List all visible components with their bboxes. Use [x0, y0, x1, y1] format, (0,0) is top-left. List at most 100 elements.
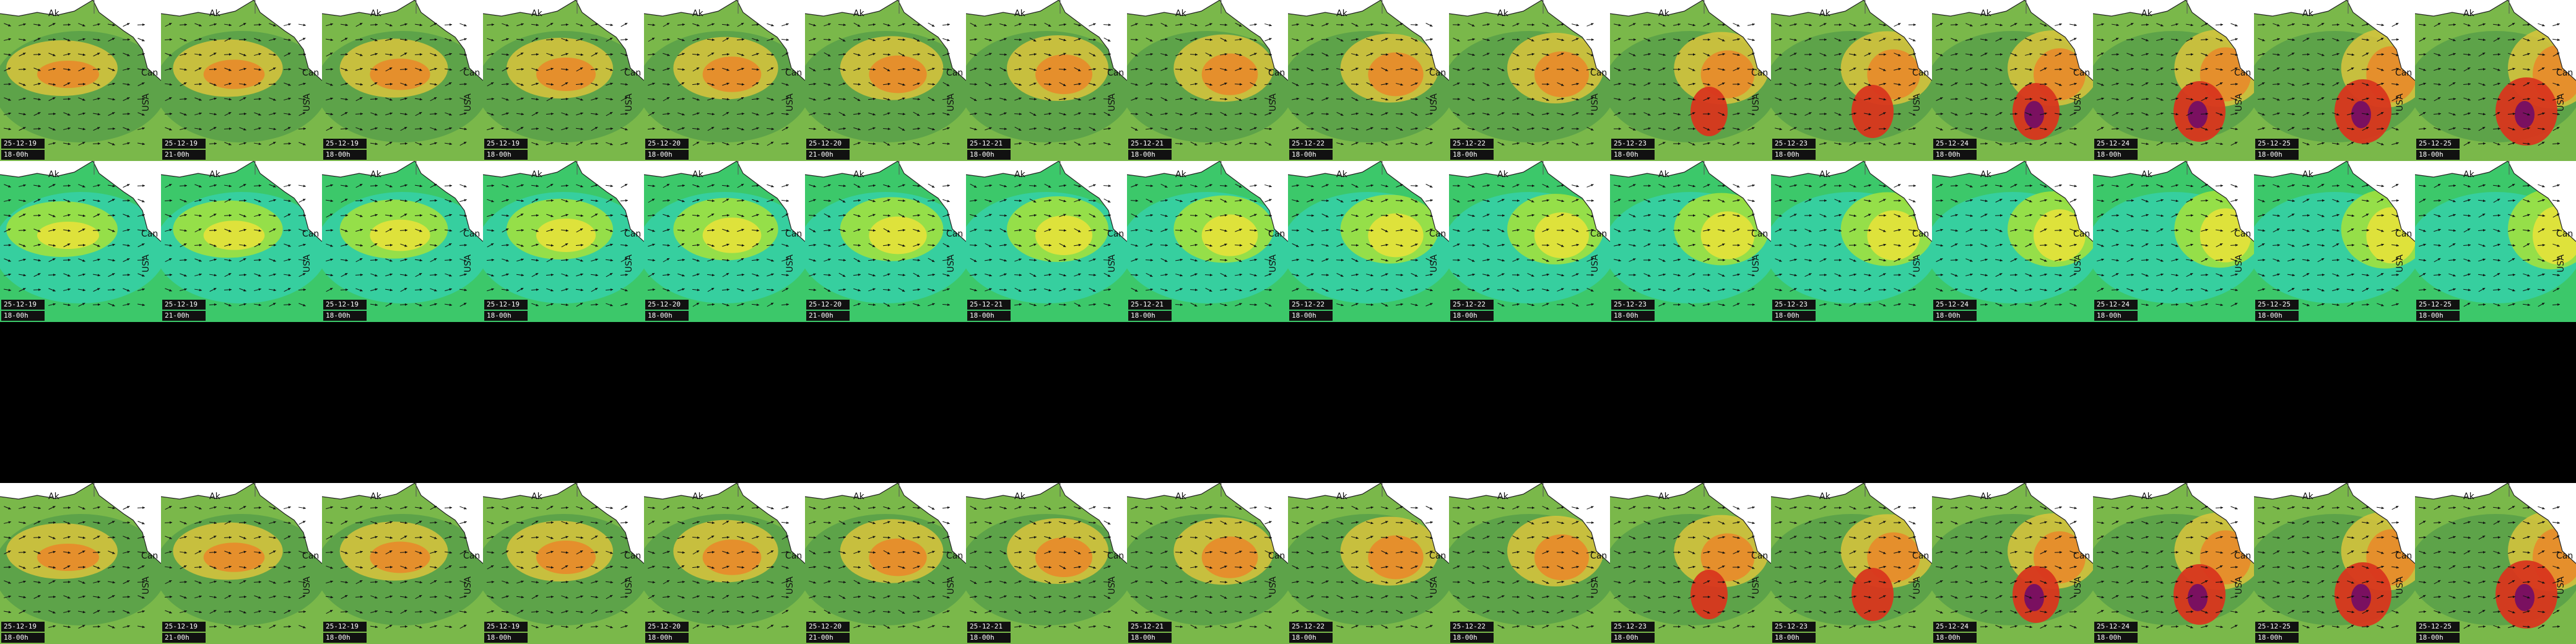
label-alaska: Ak	[692, 170, 703, 180]
frame-run: 18-00h	[484, 633, 528, 643]
label-canada: Can	[463, 229, 481, 239]
frame-run: 18-00h	[1611, 311, 1655, 321]
label-alaska: Ak	[1336, 492, 1347, 502]
frame-run: 18-00h	[484, 311, 528, 321]
label-canada: Can	[2234, 68, 2252, 78]
label-canada: Can	[1912, 68, 1930, 78]
label-usa: USA	[1912, 577, 1922, 594]
map-tile: Ak Can USA 25-12-20 18-00h	[644, 0, 805, 161]
map-tile: Ak Can USA 25-12-24 18-00h	[1932, 161, 2093, 322]
label-alaska: Ak	[2302, 170, 2313, 180]
frame-date: 25-12-24	[2094, 300, 2138, 310]
label-alaska: Ak	[853, 170, 864, 180]
map-tile: Ak Can USA 25-12-24 18-00h	[1932, 483, 2093, 644]
label-alaska: Ak	[370, 170, 381, 180]
label-usa: USA	[463, 255, 473, 272]
label-alaska: Ak	[1819, 492, 1830, 502]
label-alaska: Ak	[1014, 9, 1025, 19]
label-usa: USA	[1429, 255, 1439, 272]
frame-date: 25-12-25	[2416, 622, 2460, 632]
label-canada: Can	[1751, 68, 1769, 78]
map-tile: Ak Can USA 25-12-23 18-00h	[1610, 0, 1771, 161]
label-usa: USA	[463, 577, 473, 594]
label-canada: Can	[946, 229, 964, 239]
label-alaska: Ak	[853, 492, 864, 502]
frame-run: 21-00h	[806, 633, 850, 643]
label-alaska: Ak	[2141, 170, 2152, 180]
frame-date: 25-12-19	[1, 139, 45, 149]
map-tile: Ak Can USA 25-12-19 21-00h	[161, 483, 322, 644]
frame-date: 25-12-21	[967, 300, 1011, 310]
label-usa: USA	[302, 577, 312, 594]
frame-run: 18-00h	[1772, 150, 1816, 160]
label-usa: USA	[141, 94, 151, 111]
label-usa: USA	[946, 94, 956, 111]
map-tile: Ak Can USA 25-12-19 18-00h	[322, 483, 483, 644]
label-alaska: Ak	[2302, 492, 2313, 502]
map-tile: Ak Can USA 25-12-25 18-00h	[2254, 0, 2415, 161]
frame-date: 25-12-25	[2255, 139, 2299, 149]
map-tile: Ak Can USA 25-12-20 21-00h	[805, 161, 966, 322]
frame-date: 25-12-21	[967, 622, 1011, 632]
label-canada: Can	[302, 551, 320, 561]
map-tile: Ak Can USA 25-12-19 18-00h	[483, 483, 644, 644]
label-usa: USA	[946, 577, 956, 594]
frame-date: 25-12-19	[162, 622, 206, 632]
frame-run: 18-00h	[2094, 150, 2138, 160]
map-tile: Ak Can USA 25-12-23 18-00h	[1771, 161, 1932, 322]
frame-date: 25-12-23	[1611, 139, 1655, 149]
map-tile: Ak Can USA 25-12-23 18-00h	[1771, 483, 1932, 644]
frame-run: 18-00h	[1128, 311, 1172, 321]
label-canada: Can	[1751, 551, 1769, 561]
label-alaska: Ak	[1497, 9, 1508, 19]
frame-date: 25-12-22	[1450, 300, 1494, 310]
frame-run: 18-00h	[1933, 633, 1977, 643]
label-usa: USA	[141, 255, 151, 272]
frame-date: 25-12-19	[1, 622, 45, 632]
map-tile: Ak Can USA 25-12-22 18-00h	[1288, 483, 1449, 644]
frame-run: 18-00h	[2094, 311, 2138, 321]
frame-date: 25-12-20	[645, 139, 689, 149]
frame-run: 18-00h	[1611, 150, 1655, 160]
frame-run: 18-00h	[967, 633, 1011, 643]
map-tile: Ak Can USA 25-12-24 18-00h	[1932, 0, 2093, 161]
map-tile: Ak Can USA 25-12-22 18-00h	[1288, 161, 1449, 322]
label-canada: Can	[2395, 551, 2413, 561]
label-canada: Can	[1268, 551, 1286, 561]
frame-run: 21-00h	[162, 633, 206, 643]
label-usa: USA	[1590, 577, 1600, 594]
label-usa: USA	[302, 94, 312, 111]
label-usa: USA	[2556, 255, 2566, 272]
map-tile: Ak Can USA 25-12-23 18-00h	[1771, 0, 1932, 161]
label-usa: USA	[1590, 255, 1600, 272]
frame-run: 18-00h	[645, 150, 689, 160]
frame-date: 25-12-22	[1289, 622, 1333, 632]
label-canada: Can	[1912, 229, 1930, 239]
frame-date: 25-12-19	[162, 300, 206, 310]
label-usa: USA	[624, 94, 634, 111]
label-canada: Can	[1429, 229, 1447, 239]
label-canada: Can	[463, 551, 481, 561]
label-usa: USA	[1107, 255, 1117, 272]
label-canada: Can	[2395, 68, 2413, 78]
frame-date: 25-12-25	[2255, 300, 2299, 310]
label-usa: USA	[2556, 577, 2566, 594]
map-tile: Ak Can USA 25-12-19 21-00h	[161, 161, 322, 322]
map-tile: Ak Can USA 25-12-20 18-00h	[644, 161, 805, 322]
frame-run: 21-00h	[806, 311, 850, 321]
label-canada: Can	[1429, 68, 1447, 78]
frame-date: 25-12-19	[484, 622, 528, 632]
frame-date: 25-12-24	[1933, 622, 1977, 632]
frame-run: 18-00h	[484, 150, 528, 160]
frame-run: 18-00h	[1772, 311, 1816, 321]
frame-date: 25-12-25	[2416, 300, 2460, 310]
label-usa: USA	[1751, 255, 1761, 272]
frame-date: 25-12-24	[2094, 139, 2138, 149]
frame-date: 25-12-21	[1128, 622, 1172, 632]
map-tile: Ak Can USA 25-12-21 18-00h	[1127, 483, 1288, 644]
label-canada: Can	[1268, 229, 1286, 239]
frame-run: 18-00h	[1450, 150, 1494, 160]
label-canada: Can	[302, 229, 320, 239]
label-usa: USA	[1429, 94, 1439, 111]
